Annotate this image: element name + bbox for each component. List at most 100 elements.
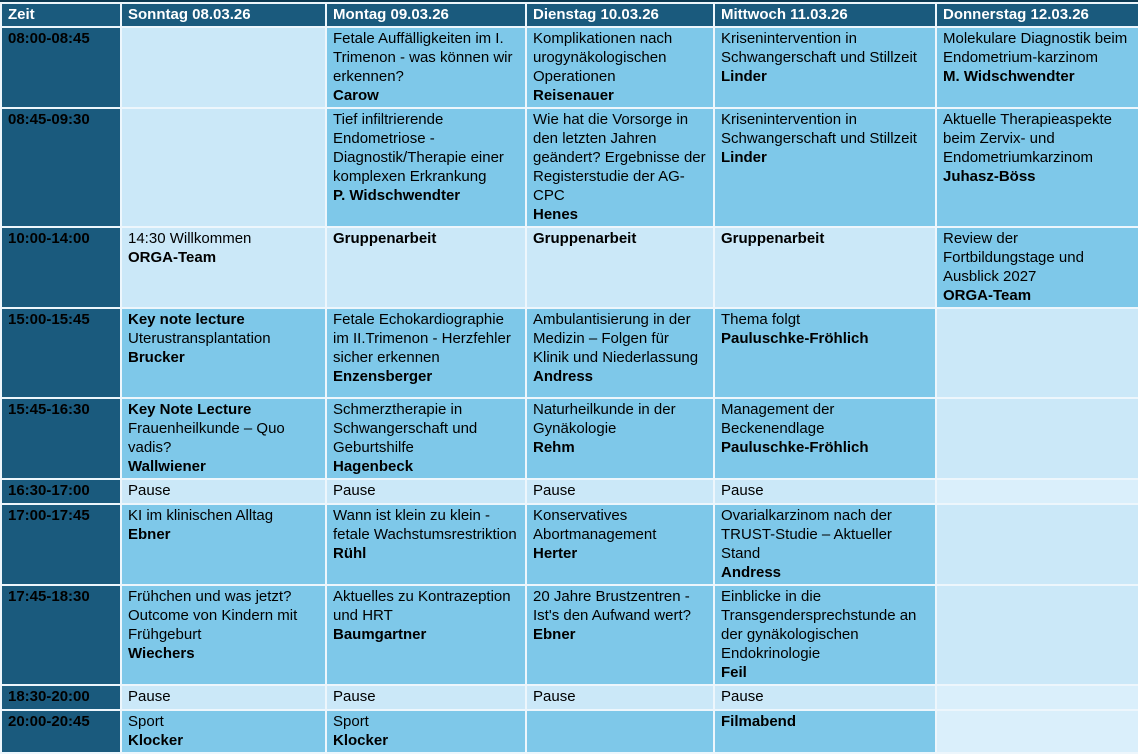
session-title: Aktuelle Therapieaspekte beim Zervix- un… <box>943 111 1112 166</box>
speaker-name: Klocker <box>128 732 184 749</box>
session-title: Schmerztherapie in Schwangerschaft und G… <box>333 401 478 456</box>
time-cell: 08:45-09:30 <box>0 107 122 228</box>
session-cell <box>120 107 327 228</box>
session-title: Konservatives Abortmanagement <box>533 507 657 543</box>
session-title: Pause <box>333 688 376 705</box>
session-heading: Gruppenarbeit <box>721 230 825 247</box>
session-title: Krisenintervention in Schwangerschaft un… <box>721 111 917 147</box>
speaker-name: Juhasz-Böss <box>943 168 1036 185</box>
day-column-header: Dienstag 10.03.26 <box>525 2 715 28</box>
session-title: Pause <box>533 482 576 499</box>
session-cell: Pause <box>325 478 527 505</box>
day-column-header: Mittwoch 11.03.26 <box>713 2 937 28</box>
session-heading: Gruppenarbeit <box>333 230 437 247</box>
session-cell: Konservatives Abortmanagement Herter <box>525 503 715 586</box>
header-row: Zeit Sonntag 08.03.26 Montag 09.03.26 Diens… <box>0 2 1138 28</box>
speaker-name: ORGA-Team <box>943 287 1032 304</box>
session-title: Komplikationen nach urogynäkologischen O… <box>533 30 673 85</box>
session-cell: 14:30 Willkommen ORGA-Team <box>120 226 327 309</box>
session-cell: Filmabend <box>713 709 937 754</box>
session-cell: Aktuelles zu Kontrazeption und HRT Baumga… <box>325 584 527 686</box>
session-cell <box>525 709 715 754</box>
session-title: Wann ist klein zu klein - fetale Wachstu… <box>333 507 517 543</box>
schedule-row: 15:00-15:45 Key note lecture Uterustranspl… <box>0 307 1138 399</box>
speaker-name: Feil <box>721 664 747 681</box>
session-cell: Pause <box>713 684 937 711</box>
schedule-row: 17:45-18:30 Frühchen und was jetzt? Outco… <box>0 584 1138 686</box>
session-cell: Pause <box>525 478 715 505</box>
session-cell: Sport Klocker <box>120 709 327 754</box>
session-title: Pause <box>721 688 764 705</box>
speaker-name: Brucker <box>128 349 185 366</box>
session-cell: Management der Beckenendlage Pauluschke-F… <box>713 397 937 480</box>
session-cell <box>935 584 1138 686</box>
schedule-row: 18:30-20:00 Pause Pause Pause Pause <box>0 684 1138 711</box>
session-cell: Frühchen und was jetzt? Outcome von Kind… <box>120 584 327 686</box>
speaker-name: ORGA-Team <box>128 249 217 266</box>
speaker-name: Linder <box>721 149 767 166</box>
speaker-name: Rühl <box>333 545 367 562</box>
schedule-row: 08:45-09:30 Tief infiltrierende Endometri… <box>0 107 1138 228</box>
session-title: Ovarialkarzinom nach der TRUST-Studie – … <box>721 507 892 562</box>
speaker-name: Pauluschke-Fröhlich <box>721 330 869 347</box>
session-title: Fetale Echokardiographie im II.Trimenon … <box>333 311 511 366</box>
speaker-name: Andress <box>533 368 594 385</box>
session-cell <box>935 503 1138 586</box>
session-title: Pause <box>128 688 171 705</box>
session-cell: Krisenintervention in Schwangerschaft un… <box>713 107 937 228</box>
session-cell <box>935 307 1138 399</box>
speaker-name: Ebner <box>533 626 576 643</box>
session-title: Thema folgt <box>721 311 801 328</box>
session-cell: Review der Fortbildungstage und Ausblick… <box>935 226 1138 309</box>
session-cell: Key note lecture Uterustransplantation Bru… <box>120 307 327 399</box>
session-cell: Key Note Lecture Frauenheilkunde – Quo va… <box>120 397 327 480</box>
time-cell: 20:00-20:45 <box>0 709 122 754</box>
session-cell: KI im klinischen Alltag Ebner <box>120 503 327 586</box>
speaker-name: Baumgartner <box>333 626 427 643</box>
session-cell: Fetale Echokardiographie im II.Trimenon … <box>325 307 527 399</box>
schedule-body: 08:00-08:45 Fetale Auffälligkeiten im I. … <box>0 26 1138 754</box>
session-title: Pause <box>333 482 376 499</box>
session-heading: Filmabend <box>721 713 797 730</box>
session-cell: Krisenintervention in Schwangerschaft un… <box>713 26 937 109</box>
speaker-name: Hagenbeck <box>333 458 414 475</box>
time-cell: 18:30-20:00 <box>0 684 122 711</box>
session-title: Review der Fortbildungstage und Ausblick… <box>943 230 1084 285</box>
session-title: Krisenintervention in Schwangerschaft un… <box>721 30 917 66</box>
session-title: 20 Jahre Brustzentren - Ist's den Aufwan… <box>533 588 691 624</box>
schedule-header: Zeit Sonntag 08.03.26 Montag 09.03.26 Diens… <box>0 2 1138 28</box>
speaker-name: M. Widschwendter <box>943 68 1075 85</box>
session-heading: Gruppenarbeit <box>533 230 637 247</box>
session-title: Ambulantisierung in der Medizin – Folgen… <box>533 311 699 366</box>
speaker-name: Klocker <box>333 732 389 749</box>
session-cell: Komplikationen nach urogynäkologischen O… <box>525 26 715 109</box>
session-cell: Thema folgt Pauluschke-Fröhlich <box>713 307 937 399</box>
session-title: Frühchen und was jetzt? Outcome von Kind… <box>128 588 298 643</box>
session-cell: Sport Klocker <box>325 709 527 754</box>
session-title: Aktuelles zu Kontrazeption und HRT <box>333 588 511 624</box>
session-title: Pause <box>128 482 171 499</box>
session-cell: Pause <box>713 478 937 505</box>
session-cell: Tief infiltrierende Endometriose - Diagn… <box>325 107 527 228</box>
session-title: Management der Beckenendlage <box>721 401 835 437</box>
day-column-header: Montag 09.03.26 <box>325 2 527 28</box>
session-cell: Gruppenarbeit <box>525 226 715 309</box>
session-cell <box>935 478 1138 505</box>
session-cell: Ambulantisierung in der Medizin – Folgen… <box>525 307 715 399</box>
session-cell: Wie hat die Vorsorge in den letzten Jahr… <box>525 107 715 228</box>
session-cell: Schmerztherapie in Schwangerschaft und G… <box>325 397 527 480</box>
session-cell <box>935 397 1138 480</box>
time-cell: 17:45-18:30 <box>0 584 122 686</box>
session-cell: Gruppenarbeit <box>325 226 527 309</box>
session-title: Sport <box>128 713 164 730</box>
session-cell: Fetale Auffälligkeiten im I. Trimenon - … <box>325 26 527 109</box>
speaker-name: Henes <box>533 206 579 223</box>
speaker-name: Rehm <box>533 439 575 456</box>
speaker-name: Ebner <box>128 526 171 543</box>
session-title: KI im klinischen Alltag <box>128 507 274 524</box>
day-column-header: Donnerstag 12.03.26 <box>935 2 1138 28</box>
speaker-name: Wiechers <box>128 645 195 662</box>
session-title: Molekulare Diagnostik beim Endometrium-k… <box>943 30 1128 66</box>
session-title: Tief infiltrierende Endometriose - Diagn… <box>333 111 504 185</box>
